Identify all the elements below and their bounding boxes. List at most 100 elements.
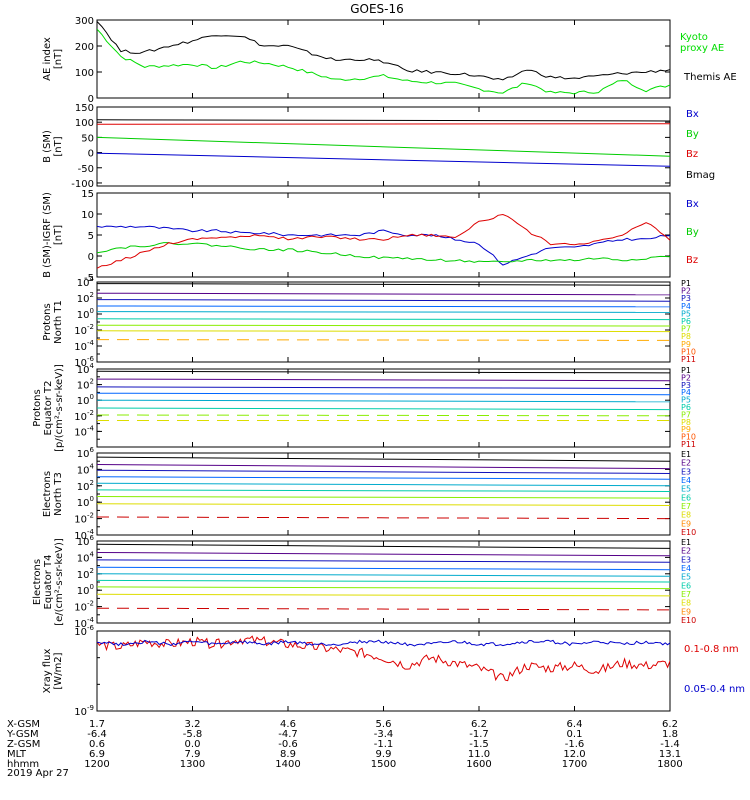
ephemeris-value: -5.8 bbox=[183, 729, 203, 740]
legend-e4: E4 bbox=[681, 564, 691, 573]
ephemeris-value: 12.0 bbox=[563, 749, 585, 760]
ephemeris-value: 1500 bbox=[371, 759, 396, 770]
legend-e5: E5 bbox=[681, 485, 691, 494]
y-axis-label: Equator T2 bbox=[43, 381, 54, 436]
ephemeris-value: 11.0 bbox=[468, 749, 490, 760]
y-axis-label: AE index bbox=[42, 37, 53, 81]
ephemeris-value: 5.6 bbox=[376, 719, 392, 730]
y-tick-label: 100 bbox=[77, 307, 94, 321]
legend-p2: P2 bbox=[681, 373, 691, 382]
y-tick-label: 102 bbox=[77, 567, 94, 581]
legend-e2: E2 bbox=[681, 459, 691, 468]
legend-p6: P6 bbox=[681, 317, 691, 326]
series-line-bz bbox=[97, 123, 670, 125]
ephemeris-value: 1400 bbox=[275, 759, 300, 770]
legend-p4: P4 bbox=[681, 302, 691, 311]
y-tick-label: 50 bbox=[81, 133, 94, 144]
panel-frame bbox=[96, 192, 671, 278]
legend-p9: P9 bbox=[681, 425, 691, 434]
y-tick-label: 10-4 bbox=[74, 528, 94, 542]
y-axis-label: [p/(cm²-s-sr-keV)] bbox=[54, 364, 65, 452]
series-line-e7 bbox=[97, 496, 670, 499]
y-tick-label: 10 bbox=[81, 210, 94, 221]
y-tick-label: 0 bbox=[88, 94, 94, 105]
y-tick-label: 10-4 bbox=[74, 339, 94, 353]
series-line-e10 bbox=[97, 516, 670, 520]
series-line-e1 bbox=[97, 543, 670, 549]
y-tick-label: 100 bbox=[75, 118, 94, 129]
ephemeris-value: 6.4 bbox=[567, 719, 583, 730]
legend-p1: P1 bbox=[681, 279, 691, 288]
series-line-p8 bbox=[97, 330, 670, 333]
ephemeris-value: 0.0 bbox=[185, 739, 201, 750]
series-line-e8 bbox=[97, 503, 670, 506]
series-line-e4 bbox=[97, 566, 670, 571]
series-line-p5 bbox=[97, 399, 670, 403]
y-tick-label: 10-4 bbox=[74, 616, 94, 630]
legend-p8: P8 bbox=[681, 418, 691, 427]
y-tick-label: -5 bbox=[84, 273, 94, 284]
panel-bsm: -100 -50 0 50 100 150 B (SM) [nT] Bx By Bz Bmag bbox=[42, 103, 715, 190]
y-tick-label: 104 bbox=[77, 362, 95, 376]
y-tick-label: 200 bbox=[75, 42, 94, 53]
legend-e1: E1 bbox=[681, 450, 691, 459]
legend-e7: E7 bbox=[681, 590, 691, 599]
legend-e7: E7 bbox=[681, 502, 691, 511]
legend-e3: E3 bbox=[681, 467, 691, 476]
series-line-p1 bbox=[97, 283, 670, 286]
legend-e6: E6 bbox=[681, 493, 691, 502]
y-axis-label: Electrons bbox=[32, 559, 43, 605]
y-axis-label: Xray flux bbox=[42, 649, 53, 694]
y-tick-label: 0 bbox=[88, 149, 94, 160]
ephemeris-value: 6.2 bbox=[662, 719, 678, 730]
series-line-p4 bbox=[97, 305, 670, 308]
series-group bbox=[97, 119, 670, 167]
legend-e10: E10 bbox=[681, 528, 696, 537]
legend-p1: P1 bbox=[681, 366, 691, 375]
y-axis-label: Equator T4 bbox=[43, 555, 54, 610]
ephemeris-value: -3.4 bbox=[374, 729, 394, 740]
ephemeris-row-label: X-GSM bbox=[7, 719, 40, 730]
series-line-p2 bbox=[97, 378, 670, 382]
ephemeris-value: 7.9 bbox=[185, 749, 201, 760]
legend-p7: P7 bbox=[681, 410, 691, 419]
legend-p5: P5 bbox=[681, 309, 691, 318]
series-line-by bbox=[97, 242, 670, 263]
series-line-kyoto-proxy-ae bbox=[97, 28, 670, 95]
series-line-e2 bbox=[97, 552, 670, 557]
series-line-e3 bbox=[97, 559, 670, 563]
legend-bx: Bx bbox=[686, 199, 699, 210]
series-line-p6 bbox=[97, 407, 670, 411]
series-group bbox=[97, 456, 670, 520]
series-line-bx bbox=[97, 225, 670, 266]
y-tick-label: 100 bbox=[77, 495, 94, 509]
series-line-p7 bbox=[97, 414, 670, 417]
legend-e6: E6 bbox=[681, 581, 691, 590]
legend-bz: Bz bbox=[686, 149, 698, 160]
legend-e5: E5 bbox=[681, 573, 691, 582]
y-tick-label: 102 bbox=[77, 291, 94, 305]
series-line-bmag bbox=[97, 119, 670, 122]
legend-p10: P10 bbox=[681, 433, 696, 442]
y-tick-label: 10-6 bbox=[74, 624, 94, 638]
y-tick-label: 102 bbox=[77, 479, 94, 493]
ephemeris-value: -1.7 bbox=[469, 729, 489, 740]
y-tick-label: 10-4 bbox=[74, 424, 94, 438]
y-tick-label: 10-2 bbox=[74, 600, 94, 614]
series-line-e5 bbox=[97, 573, 670, 577]
legend-e8: E8 bbox=[681, 599, 691, 608]
y-axis-label: [nT] bbox=[53, 136, 64, 156]
date-label: 2019 Apr 27 bbox=[7, 768, 69, 779]
series-line-p4 bbox=[97, 392, 670, 396]
legend-p3: P3 bbox=[681, 381, 691, 390]
ephemeris-value: -1.1 bbox=[374, 739, 394, 750]
y-axis-label: [e/(cm²-s-sr-keV)] bbox=[54, 538, 65, 626]
legend-e10: E10 bbox=[681, 616, 696, 625]
legend-bz: Bz bbox=[686, 255, 698, 266]
y-axis-label: [nT] bbox=[53, 49, 64, 69]
series-line-p7 bbox=[97, 324, 670, 327]
panel-bigrf: -5 0 5 10 15 B (SM)-IGRF (SM) [nT] Bx By Bz bbox=[42, 189, 699, 284]
y-axis-label: North T1 bbox=[53, 300, 64, 344]
ephemeris-value: -4.7 bbox=[278, 729, 298, 740]
series-line-themis-ae bbox=[97, 21, 670, 81]
